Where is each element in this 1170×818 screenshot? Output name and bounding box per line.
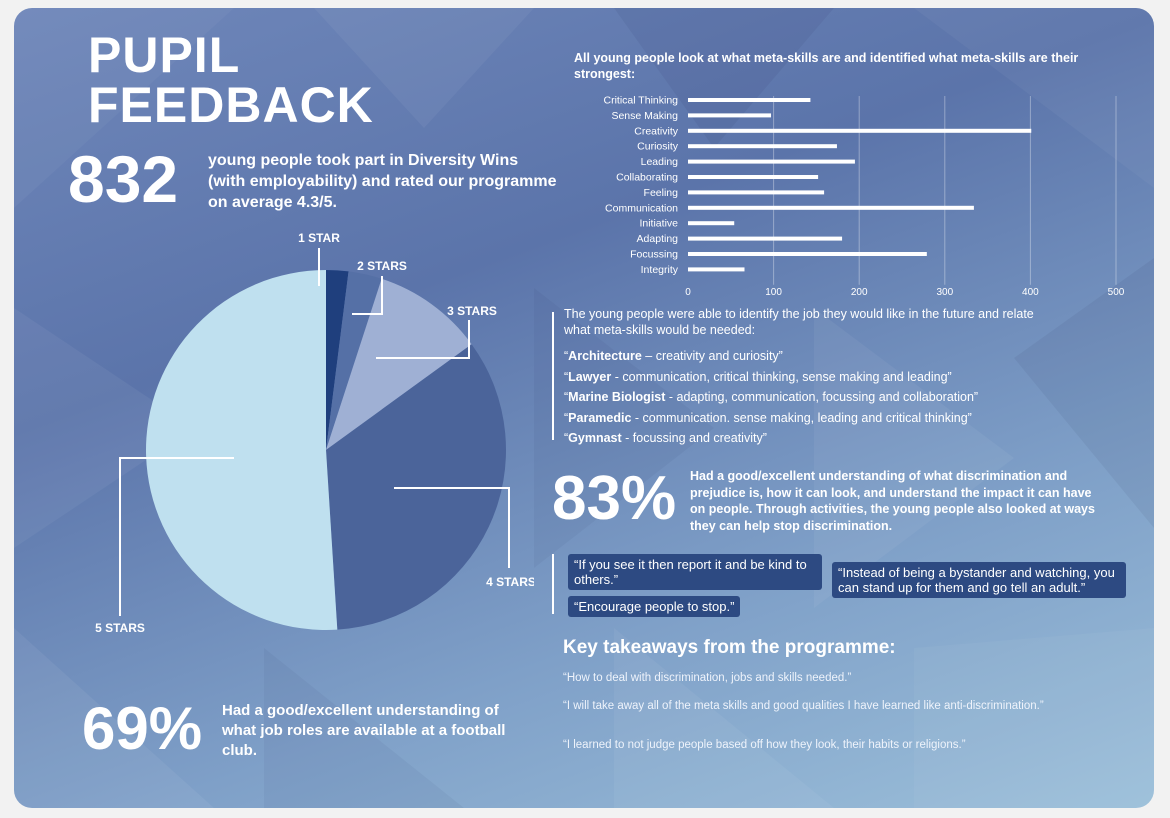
bar-category-label: Adapting [637,233,679,245]
bar-focussing [688,252,927,256]
title-line-1: PUPIL [88,27,241,83]
job-detail: – creativity and curiosity” [641,349,783,363]
bar-collaborating [688,175,819,179]
bar-category-label: Collaborating [616,172,678,184]
pie-slice-5-stars [145,270,338,630]
bar-feeling [688,190,825,195]
job-item-marine-biologist: “Marine Biologist - adapting, communicat… [564,390,979,404]
jobs-divider [552,312,554,440]
jobroles-number: 69% [82,695,203,762]
quotes-divider [552,554,554,614]
star-rating-pie-chart: 1 STAR 2 STARS 3 STARS 4 STARS 5 STARS [95,231,534,635]
bar-communication [688,205,974,210]
job-title: Architecture [568,349,642,363]
pie-label-5-stars: 5 STARS [95,621,145,635]
bar-tick-label: 200 [851,287,868,298]
bar-initiative [688,221,735,226]
pie-label-4-stars: 4 STARS [486,575,534,589]
quote-report-it: “If you see it then report it and be kin… [568,554,822,590]
takeaway-2: “I will take away all of the meta skills… [563,700,1044,712]
pie-leader-line [352,276,383,315]
infographic-card: PUPIL FEEDBACK 832 young people took par… [14,8,1154,808]
participants-text: young people took part in Diversity Wins… [208,152,557,211]
job-title: Gymnast [568,431,622,445]
job-item-gymnast: “Gymnast - focussing and creativity” [564,431,767,445]
bar-marks [688,98,1032,272]
jobs-intro: The young people were able to identify t… [564,307,1034,337]
jobs-list: “Architecture – creativity and curiosity… [564,346,1084,449]
bar-category-label: Integrity [641,264,679,276]
bar-chart-title: All young people look at what meta-skill… [574,51,1079,81]
page-title: PUPIL FEEDBACK [88,30,374,130]
bar-adapting [688,236,843,241]
quote-encourage: “Encourage people to stop.” [568,596,741,617]
pie-leader-lines [119,248,510,616]
bar-critical-thinking [688,98,811,102]
bar-tick-label: 0 [685,287,691,298]
bar-category-label: Initiative [639,218,678,230]
pie-slice-4-stars [326,344,506,630]
job-detail: - adapting, communication, focussing and… [665,390,979,404]
bar-tick-label: 500 [1108,287,1125,298]
quote-bystander: “Instead of being a bystander and watchi… [832,562,1126,598]
bar-category-label: Curiosity [637,141,679,153]
bar-creativity [688,128,1032,133]
job-item-architecture: “Architecture – creativity and curiosity… [564,349,783,363]
pie-slices [145,270,506,630]
background-pattern [14,8,1154,808]
bar-leading [688,159,855,164]
bar-tick-labels: 0 100 200 300 400 500 [685,287,1125,298]
bar-sense-making [688,113,772,118]
title-line-2: FEEDBACK [88,77,374,133]
bar-tick-label: 100 [765,287,782,298]
job-title: Lawyer [568,369,612,384]
discrimination-number: 83% [552,464,677,533]
job-item-paramedic: “Paramedic - communication. sense making… [564,410,972,425]
pie-label-1-star: 1 STAR [298,231,340,245]
job-title: Marine Biologist [568,390,666,404]
bar-integrity [688,267,745,272]
job-detail: - focussing and creativity” [621,431,767,445]
bar-category-label: Focussing [630,249,678,261]
job-detail: - communication. sense making, leading a… [631,410,972,425]
pie-leader-line [394,487,510,568]
bar-category-label: Critical Thinking [604,95,679,107]
participants-number: 832 [68,142,179,216]
bar-curiosity [688,144,837,149]
pie-slice-3-stars [326,278,472,450]
discrimination-text: Had a good/excellent understanding of wh… [690,469,1095,533]
job-title: Paramedic [568,410,632,425]
pie-leader-line [119,457,234,616]
pie-leader-line [376,320,470,359]
takeaway-1: “How to deal with discrimination, jobs a… [563,672,852,684]
pie-slice-2-stars [326,271,382,450]
bar-category-label: Communication [605,202,678,214]
takeaways-heading: Key takeaways from the programme: [563,637,896,658]
pie-label-3-stars: 3 STARS [447,304,497,318]
bar-tick-label: 400 [1022,287,1039,298]
job-detail: - communication, critical thinking, sens… [611,369,952,384]
jobroles-text: Had a good/excellent understanding of wh… [222,702,506,759]
bar-category-label: Leading [641,156,679,168]
job-item-lawyer: “Lawyer - communication, critical thinki… [564,369,952,384]
pie-label-2-stars: 2 STARS [357,259,407,273]
bar-category-labels: Critical Thinking Sense Making Creativity C… [604,95,679,276]
takeaway-3: “I learned to not judge people based off… [563,739,966,751]
bar-tick-label: 300 [936,287,953,298]
bar-grid [773,96,1117,285]
pie-slice-1-star [326,270,349,450]
meta-skills-bar-chart: Critical Thinking Sense Making Creativity C… [604,95,1125,298]
bar-category-label: Feeling [644,187,679,199]
bar-category-label: Sense Making [611,110,678,122]
bar-category-label: Creativity [634,125,679,137]
